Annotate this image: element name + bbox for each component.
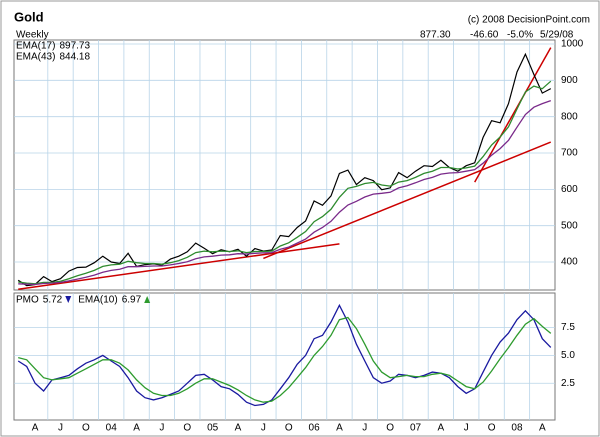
y-tick-label: 7.5 xyxy=(561,322,575,333)
legend-value: 6.97 xyxy=(122,295,142,306)
chart-title: Gold xyxy=(14,9,44,24)
x-tick-label: J xyxy=(58,423,63,434)
y-tick-label: 600 xyxy=(561,184,578,195)
x-tick-label: A xyxy=(32,423,39,434)
x-tick-label: O xyxy=(285,423,293,434)
x-tick-label: A xyxy=(539,423,546,434)
y-tick-label: 700 xyxy=(561,148,578,159)
legend-value: 844.18 xyxy=(59,52,90,63)
legend-name: EMA(43) xyxy=(16,52,55,63)
x-tick-label: 05 xyxy=(207,423,219,434)
pmo-panel xyxy=(13,292,556,421)
x-tick-label: A xyxy=(438,423,445,434)
x-tick-label: J xyxy=(362,423,367,434)
x-tick-label: J xyxy=(261,423,266,434)
y-tick-label: 1000 xyxy=(561,39,584,50)
series-line xyxy=(17,303,552,407)
x-tick-label: J xyxy=(159,423,164,434)
y-tick-label: 500 xyxy=(561,220,578,231)
trendline xyxy=(263,141,552,260)
series-line xyxy=(18,316,552,403)
trend-arrow xyxy=(144,296,151,303)
price-panel xyxy=(13,39,556,291)
y-tick-label: 900 xyxy=(561,75,578,86)
series-line xyxy=(18,99,552,286)
legend-value: 5.72 xyxy=(43,295,63,306)
x-tick-label: 06 xyxy=(309,423,321,434)
x-tick-label: 08 xyxy=(511,423,523,434)
quote-item: 877.30 xyxy=(420,30,451,41)
x-tick-label: A xyxy=(133,423,140,434)
period: Weekly xyxy=(16,30,49,41)
y-tick-label: 5.0 xyxy=(561,350,575,361)
trendline xyxy=(18,243,340,291)
x-tick-label: 04 xyxy=(106,423,118,434)
legend-name: EMA(17) xyxy=(16,41,55,52)
trend-arrow xyxy=(65,296,72,303)
legend-value: 897.73 xyxy=(59,41,90,52)
x-tick-label: O xyxy=(488,423,496,434)
series-line xyxy=(18,80,552,285)
legend-name: PMO xyxy=(16,295,39,306)
x-tick-label: J xyxy=(464,423,469,434)
quote-item: 5/29/08 xyxy=(540,30,574,41)
y-tick-label: 800 xyxy=(561,111,578,122)
x-tick-label: A xyxy=(336,423,343,434)
quote-item: -46.60 xyxy=(470,30,499,41)
x-tick-label: 07 xyxy=(410,423,422,434)
x-tick-label: A xyxy=(235,423,242,434)
x-tick-label: O xyxy=(386,423,394,434)
x-tick-label: O xyxy=(183,423,191,434)
y-tick-label: 2.5 xyxy=(561,378,575,389)
x-tick-label: O xyxy=(82,423,90,434)
source: (c) 2008 DecisionPoint.com xyxy=(468,15,590,26)
quote-item: -5.0% xyxy=(507,30,533,41)
y-tick-label: 400 xyxy=(561,257,578,268)
legend-name: EMA(10) xyxy=(78,295,117,306)
